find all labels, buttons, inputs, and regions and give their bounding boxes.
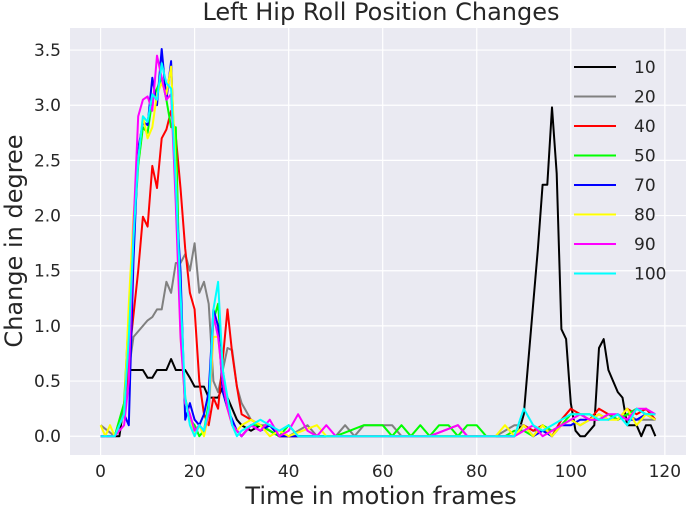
y-tick-label: 1.5 bbox=[34, 262, 61, 282]
x-tick-label: 0 bbox=[95, 462, 106, 482]
chart-title: Left Hip Roll Position Changes bbox=[202, 0, 559, 26]
legend-label: 20 bbox=[634, 88, 656, 108]
y-tick-label: 1.0 bbox=[34, 317, 61, 337]
y-tick-label: 0.0 bbox=[34, 427, 61, 447]
x-tick-labels: 0 20 40 60 80 100 120 bbox=[95, 462, 681, 482]
y-tick-label: 2.0 bbox=[34, 207, 61, 227]
legend: 10 20 40 50 70 80 90 100 bbox=[574, 58, 666, 285]
legend-label: 50 bbox=[634, 147, 656, 167]
legend-label: 40 bbox=[634, 117, 656, 137]
series-line-70 bbox=[100, 48, 656, 438]
legend-label: 90 bbox=[634, 235, 656, 255]
x-tick-label: 60 bbox=[372, 462, 394, 482]
grid bbox=[70, 28, 686, 455]
legend-label: 100 bbox=[634, 265, 666, 285]
legend-label: 10 bbox=[634, 58, 656, 78]
y-tick-label: 0.5 bbox=[34, 372, 61, 392]
y-tick-labels: 0.0 0.5 1.0 1.5 2.0 2.5 3.0 3.5 bbox=[34, 41, 61, 447]
x-tick-label: 120 bbox=[649, 462, 681, 482]
x-axis-label: Time in motion frames bbox=[244, 482, 516, 506]
y-tick-label: 3.0 bbox=[34, 96, 61, 116]
x-tick-label: 80 bbox=[466, 462, 488, 482]
y-axis-label: Change in degree bbox=[0, 134, 28, 347]
x-tick-label: 20 bbox=[184, 462, 206, 482]
series-line-100 bbox=[100, 62, 656, 438]
legend-label: 70 bbox=[634, 176, 656, 196]
y-tick-label: 2.5 bbox=[34, 151, 61, 171]
y-tick-label: 3.5 bbox=[34, 41, 61, 61]
legend-label: 80 bbox=[634, 206, 656, 226]
plot-area bbox=[70, 28, 686, 455]
series-lines bbox=[99, 48, 657, 438]
x-tick-label: 40 bbox=[278, 462, 300, 482]
x-tick-label: 100 bbox=[555, 462, 587, 482]
series-line-40 bbox=[100, 109, 657, 438]
